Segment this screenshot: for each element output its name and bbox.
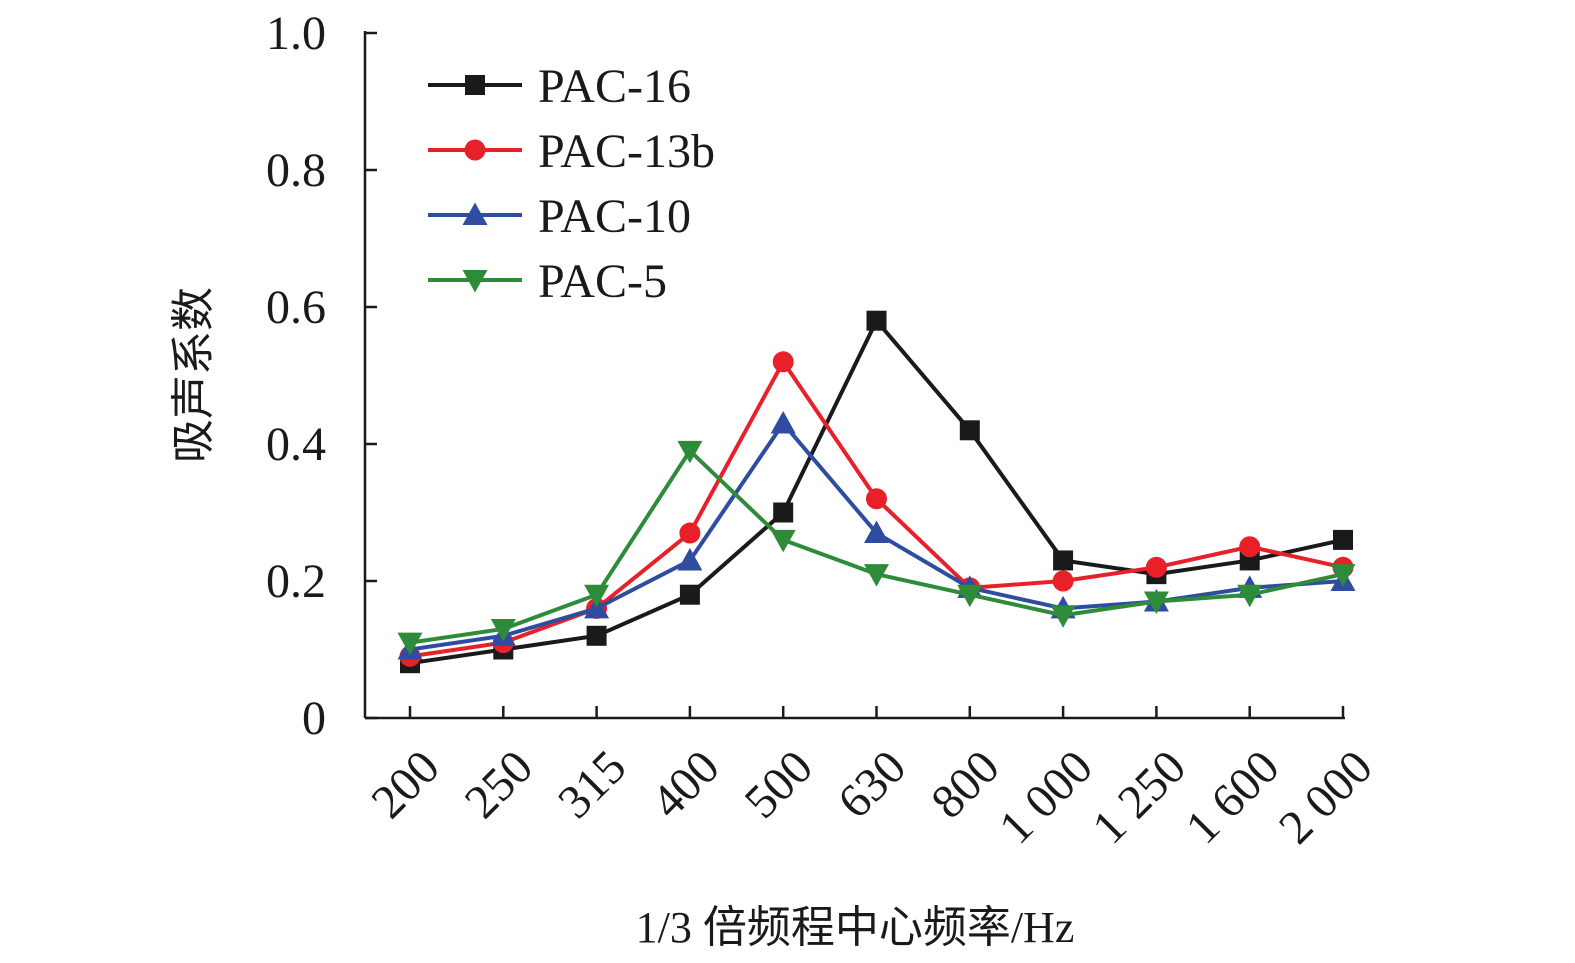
- data-point-pac-16: [1053, 550, 1074, 571]
- series-pac-13b: [399, 351, 1354, 667]
- x-tick-label: 630: [828, 740, 916, 828]
- y-tick-label: 0.6: [266, 281, 326, 334]
- legend-item-pac-10: PAC-10: [428, 190, 691, 243]
- x-tick-label: 500: [735, 740, 823, 828]
- legend-marker: [464, 139, 486, 161]
- data-point-pac-5: [397, 632, 423, 656]
- data-point-pac-5: [864, 564, 889, 587]
- legend-marker: [462, 270, 488, 293]
- x-tick-label: 200: [361, 740, 449, 828]
- series-pac-5: [397, 440, 1356, 656]
- data-point-pac-5: [1143, 591, 1169, 615]
- legend-label: PAC-5: [538, 255, 667, 308]
- data-point-pac-13b: [679, 522, 701, 544]
- data-point-pac-16: [959, 420, 980, 441]
- x-tick-label: 250: [455, 740, 543, 828]
- legend: PAC-16 PAC-13b PAC-10 PAC-5: [428, 60, 715, 308]
- series-line-pac-5: [409, 448, 1344, 645]
- data-point-pac-10: [864, 520, 889, 544]
- data-point-pac-16: [1333, 529, 1353, 550]
- series-layer: [397, 310, 1356, 674]
- x-tick-label: 1 250: [1082, 740, 1196, 854]
- x-tick-label: 400: [641, 740, 729, 828]
- data-point-pac-13b: [772, 351, 794, 373]
- y-axis-title: 吸声系数: [169, 287, 218, 463]
- y-tick-label: 1.0: [266, 7, 326, 60]
- data-point-pac-13b: [1239, 536, 1261, 558]
- x-tick-label: 315: [548, 740, 636, 828]
- data-point-pac-16: [586, 625, 607, 646]
- legend-marker: [462, 202, 488, 225]
- legend-label: PAC-10: [538, 190, 691, 243]
- legend-item-pac-5: PAC-5: [428, 255, 667, 308]
- data-point-pac-16: [866, 310, 887, 331]
- data-point-pac-5: [677, 440, 703, 464]
- data-point-pac-5: [957, 584, 983, 608]
- y-tick-label: 0.4: [266, 418, 326, 471]
- x-tick-label: 1 600: [1176, 740, 1290, 854]
- series-pac-10: [397, 410, 1356, 660]
- data-point-pac-10: [770, 410, 796, 434]
- data-point-pac-5: [1237, 584, 1263, 608]
- data-point-pac-5: [1330, 564, 1356, 587]
- legend-item-pac-13b: PAC-13b: [428, 125, 715, 178]
- data-point-pac-5: [1050, 605, 1076, 628]
- legend-label: PAC-16: [538, 60, 691, 113]
- data-point-pac-16: [679, 584, 700, 605]
- data-point-pac-13b: [1052, 570, 1074, 592]
- data-point-pac-5: [490, 618, 516, 642]
- y-tick-label: 0: [302, 692, 326, 745]
- x-tick-label: 1 000: [989, 740, 1103, 854]
- data-point-pac-5: [770, 529, 796, 553]
- y-tick-label: 0.2: [266, 555, 326, 608]
- data-point-pac-13b: [1145, 556, 1167, 578]
- data-point-pac-16: [773, 502, 794, 523]
- legend-label: PAC-13b: [538, 125, 715, 178]
- x-axis-title: 1/3 倍频程中心频率/Hz: [636, 903, 1075, 952]
- series-pac-16: [400, 310, 1353, 674]
- data-point-pac-5: [584, 584, 610, 608]
- legend-marker: [465, 75, 485, 95]
- data-point-pac-10: [677, 547, 703, 571]
- x-tick-label: 2 000: [1269, 740, 1383, 854]
- data-point-pac-13b: [866, 488, 887, 510]
- y-tick-label: 0.8: [266, 144, 326, 197]
- legend-item-pac-16: PAC-16: [428, 60, 691, 113]
